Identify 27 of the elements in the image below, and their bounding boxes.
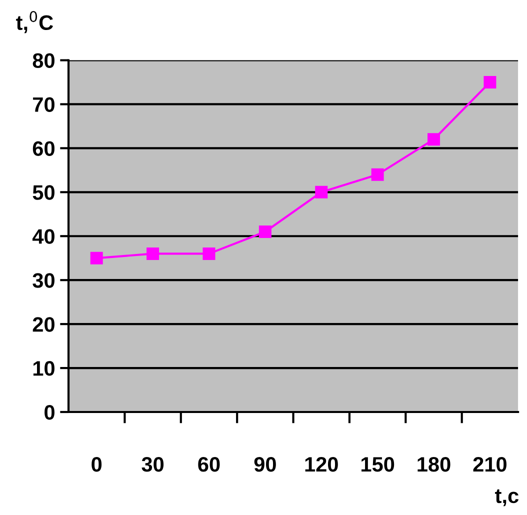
point (146, 247, 160, 260)
y-tick-label: 70 (33, 97, 54, 112)
x-tick-label: 210 (473, 456, 506, 472)
y-tick-label: 0 (44, 405, 54, 420)
point (258, 225, 272, 238)
x-tick-label: 90 (254, 456, 276, 472)
y-tick-label: 40 (32, 229, 54, 244)
y-tick-label: 50 (32, 185, 54, 200)
y-axis-title: t,$^{0}$C (16, 11, 54, 34)
x-tick-label: 180 (418, 456, 450, 472)
point (484, 76, 496, 88)
point (428, 133, 440, 146)
x-tick-label: 30 (142, 456, 164, 472)
point (371, 168, 384, 181)
y-tick-label: 10 (33, 361, 54, 376)
point (202, 247, 216, 260)
y-tick-label: 30 (32, 273, 54, 288)
point (315, 186, 328, 198)
x-axis-title: t,c (495, 489, 518, 506)
x-tick-label: 150 (361, 456, 394, 472)
point (90, 252, 103, 264)
x-tick-label: 60 (198, 456, 220, 472)
x-tick-label: 120 (305, 456, 338, 472)
y-tick-label: 60 (32, 141, 54, 156)
x-tick-label: 0 (92, 456, 102, 472)
y-tick-label: 80 (32, 53, 54, 68)
y-tick-label: 20 (32, 317, 54, 332)
